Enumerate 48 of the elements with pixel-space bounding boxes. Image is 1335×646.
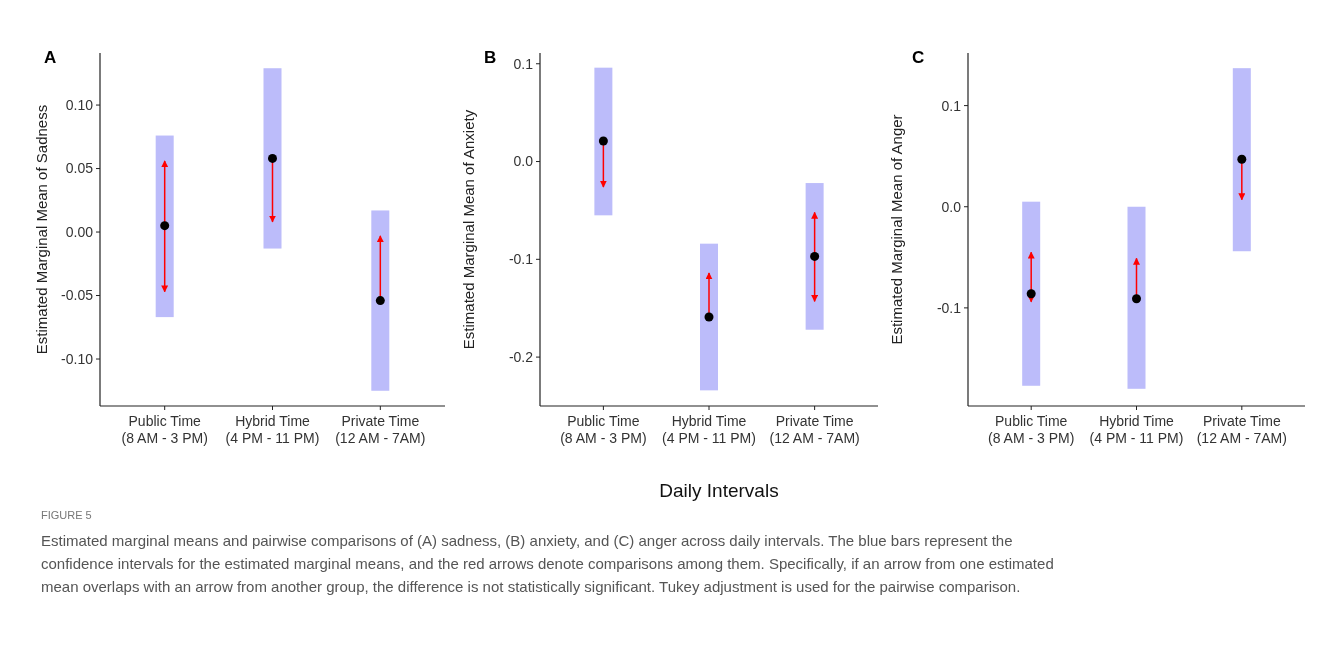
x-tick-label: Private Time (12 AM - 7AM) (1196, 413, 1287, 446)
point (598, 136, 608, 146)
y-tick-label: -0.1 (936, 299, 962, 316)
y-tick-label: -0.05 (61, 287, 94, 304)
point (375, 296, 385, 306)
y-tick-label: 0.0 (941, 198, 962, 215)
y-tick-label: 0.1 (513, 55, 534, 72)
bar (263, 68, 282, 249)
y-tick-label: 0.10 (65, 96, 94, 113)
y-axis-title: Estimated Marginal Mean of Anger (888, 114, 905, 345)
y-tick-label: -0.2 (508, 349, 534, 366)
x-tick-label: Public Time (8 AM - 3 PM) (560, 413, 647, 446)
bar (1127, 206, 1146, 389)
point (810, 251, 820, 261)
point (1132, 294, 1141, 304)
y-tick-label: 0.05 (65, 160, 94, 177)
point (268, 153, 277, 163)
x-tick-label: Hybrid Time (4 PM - 11 PM) (662, 413, 756, 446)
point (704, 312, 714, 322)
bar (805, 183, 824, 330)
x-tick-label: Public Time (8 AM - 3 PM) (121, 413, 208, 446)
bar (155, 135, 174, 318)
text: Estimated marginal means and pairwise comparisons of (A) sadness, (B) anxiety, and (C) anger across daily intervals. The blue bars represent the confidence intervals for the estimated marginal means, and the red arrows denote comparisons among them. Specifically, if an arrow from one estimated mean overlaps with an arrow from another group, the difference is not statistically significant. Tukey adjustment is used for the pairwise comparison. (41, 532, 1054, 595)
y-tick-label: 0.00 (65, 223, 94, 240)
point (1237, 154, 1247, 164)
x-tick-label: Public Time (8 AM - 3 PM) (988, 413, 1075, 446)
x-tick-label: Private Time (12 AM - 7AM) (769, 413, 860, 446)
x-tick-label: Private Time (12 AM - 7AM) (335, 413, 426, 446)
chart-title: C (912, 48, 925, 67)
point (1026, 289, 1036, 299)
chart-title: B (484, 48, 497, 67)
point (160, 221, 170, 231)
caption: FIGURE 5 (41, 509, 92, 521)
chart-title: A (44, 48, 57, 67)
x-axis-title: Daily Intervals (659, 480, 779, 501)
bar (1022, 201, 1041, 386)
y-axis-title: Estimated Marginal Mean of Sadness (33, 104, 50, 355)
y-tick-label: 0.0 (513, 153, 534, 170)
bar (371, 210, 390, 391)
y-tick-label: 0.1 (941, 97, 962, 114)
y-tick-label: -0.10 (61, 350, 94, 367)
x-tick-label: Hybrid Time (4 PM - 11 PM) (1089, 413, 1184, 446)
y-axis-title: Estimated Marginal Mean of Anxiety (460, 109, 477, 350)
y-tick-label: -0.1 (508, 251, 534, 268)
bar (594, 67, 613, 216)
bar (700, 243, 718, 391)
x-tick-label: Hybrid Time (4 PM - 11 PM) (225, 413, 320, 446)
bar (1232, 68, 1251, 252)
